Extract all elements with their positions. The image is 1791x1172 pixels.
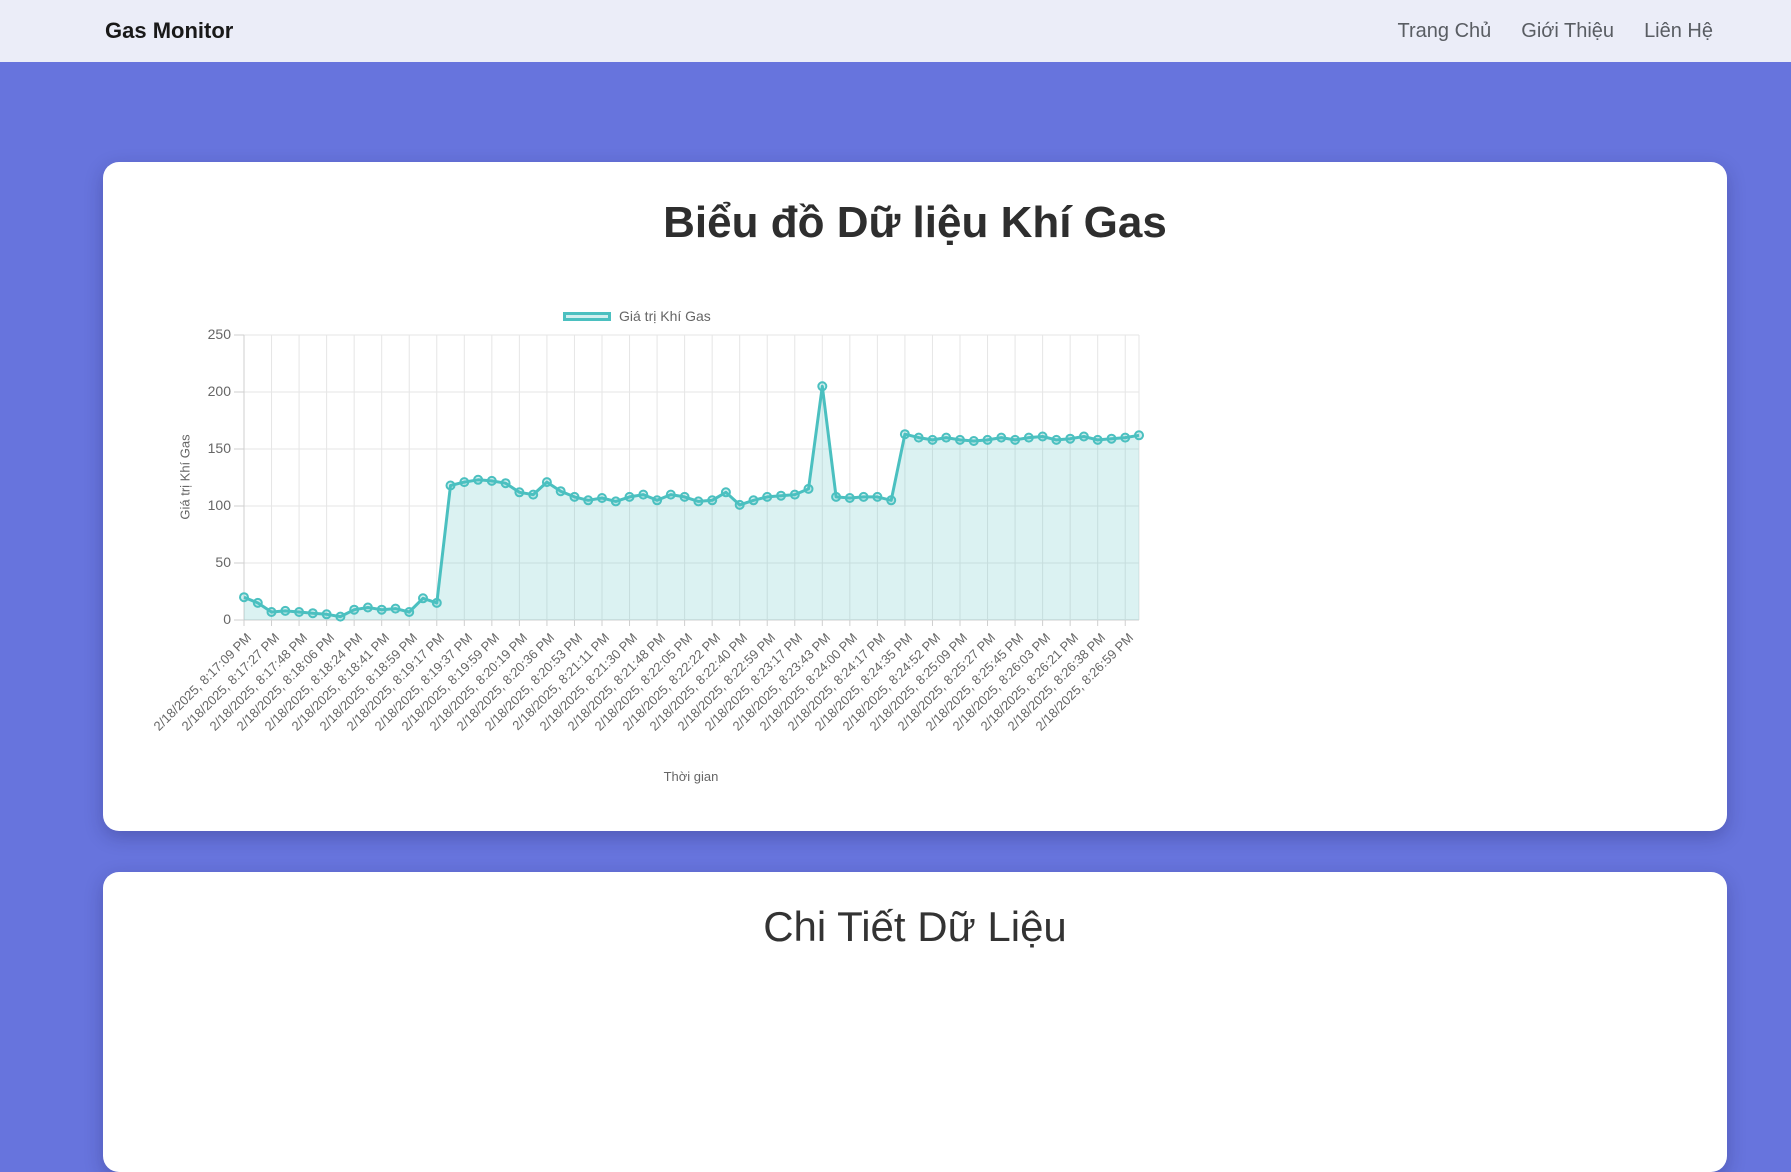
data-point[interactable] [858, 491, 869, 502]
data-point[interactable] [996, 432, 1007, 443]
data-point[interactable] [707, 495, 718, 506]
data-point[interactable] [899, 429, 910, 440]
data-point[interactable] [831, 491, 842, 502]
nav-link-home[interactable]: Trang Chủ [1397, 19, 1492, 42]
data-point[interactable] [1010, 434, 1021, 445]
data-point[interactable] [362, 602, 373, 613]
legend-label: Giá trị Khí Gas [619, 308, 711, 324]
brand-link[interactable]: Gas Monitor [105, 18, 234, 43]
data-point[interactable] [473, 474, 484, 485]
y-tick-label: 200 [207, 383, 231, 399]
data-point[interactable] [307, 608, 318, 619]
data-point[interactable] [817, 381, 828, 392]
nav-link-about[interactable]: Giới Thiệu [1521, 19, 1615, 42]
data-point[interactable] [404, 607, 415, 617]
details-card: Chi Tiết Dữ Liệu [103, 872, 1727, 1172]
details-title: Chi Tiết Dữ Liệu [763, 903, 1067, 950]
data-point[interactable] [624, 491, 635, 502]
y-tick-label: 150 [207, 440, 231, 456]
data-point[interactable] [748, 495, 759, 506]
chart-title: Biểu đồ Dữ liệu Khí Gas [663, 198, 1167, 247]
data-point[interactable] [252, 597, 263, 608]
data-point[interactable] [486, 475, 497, 486]
data-point[interactable] [514, 487, 525, 498]
series-line [243, 384, 1140, 619]
data-point[interactable] [913, 432, 924, 443]
data-point[interactable] [390, 603, 401, 614]
data-point[interactable] [941, 432, 952, 443]
data-point[interactable] [1037, 431, 1048, 442]
data-point[interactable] [872, 491, 883, 502]
data-point[interactable] [294, 607, 305, 617]
data-point[interactable] [1023, 432, 1034, 443]
data-point[interactable] [583, 495, 594, 506]
data-point[interactable] [597, 493, 607, 503]
data-point[interactable] [982, 434, 993, 445]
data-point[interactable] [541, 477, 552, 488]
data-point[interactable] [1120, 432, 1131, 443]
data-point[interactable] [955, 434, 965, 445]
data-point[interactable] [1051, 434, 1062, 445]
y-tick-label: 100 [207, 497, 231, 513]
nav-links: Trang Chủ Giới Thiệu Liên Hệ [1368, 20, 1713, 43]
data-point[interactable] [776, 490, 786, 501]
data-point[interactable] [1065, 433, 1076, 444]
data-point[interactable] [679, 491, 690, 502]
y-tick-label: 250 [207, 326, 231, 342]
data-point[interactable] [349, 604, 360, 615]
navbar: Gas Monitor Trang Chủ Giới Thiệu Liên Hệ [0, 0, 1791, 62]
data-point[interactable] [445, 480, 456, 491]
chart-legend[interactable]: Giá trị Khí Gas [563, 308, 711, 324]
data-point[interactable] [968, 436, 979, 446]
nav-link-contact[interactable]: Liên Hệ [1644, 19, 1713, 42]
series-area [244, 386, 1139, 620]
data-point[interactable] [528, 489, 539, 500]
gas-chart[interactable]: Giá trị Khí Gas Giá trị Khí Gas Thời gia… [103, 297, 1727, 817]
chart-card: Biểu đồ Dữ liệu Khí Gas Giá trị Khí Gas … [103, 162, 1727, 831]
data-point[interactable] [610, 496, 621, 507]
legend-swatch [563, 311, 611, 321]
data-point[interactable] [500, 478, 511, 489]
data-point[interactable] [665, 489, 676, 500]
data-point[interactable] [1078, 431, 1089, 442]
data-point[interactable] [1134, 430, 1144, 441]
x-axis-title: Thời gian [663, 769, 719, 784]
data-point[interactable] [734, 499, 745, 510]
data-point[interactable] [927, 434, 938, 445]
data-point[interactable] [335, 611, 346, 622]
y-tick-label: 50 [215, 554, 231, 570]
data-point[interactable] [555, 486, 566, 497]
data-point[interactable] [844, 493, 855, 503]
data-point[interactable] [886, 495, 897, 506]
data-point[interactable] [1106, 433, 1117, 444]
data-point[interactable] [762, 491, 773, 502]
data-point[interactable] [459, 477, 470, 488]
data-point[interactable] [789, 489, 800, 500]
data-point[interactable] [693, 496, 704, 507]
data-point[interactable] [431, 597, 442, 608]
data-point[interactable] [569, 491, 580, 502]
data-point[interactable] [418, 593, 428, 604]
data-point[interactable] [239, 592, 249, 603]
y-tick-label: 0 [223, 611, 231, 627]
data-point[interactable] [376, 604, 387, 615]
data-point[interactable] [1092, 434, 1103, 445]
data-point[interactable] [280, 605, 291, 616]
data-point[interactable] [321, 609, 332, 620]
chart-plot-area[interactable] [234, 334, 1144, 626]
data-point[interactable] [266, 607, 277, 617]
data-point[interactable] [638, 489, 649, 500]
data-point[interactable] [720, 487, 731, 498]
data-point[interactable] [803, 483, 814, 494]
data-point[interactable] [652, 495, 663, 506]
